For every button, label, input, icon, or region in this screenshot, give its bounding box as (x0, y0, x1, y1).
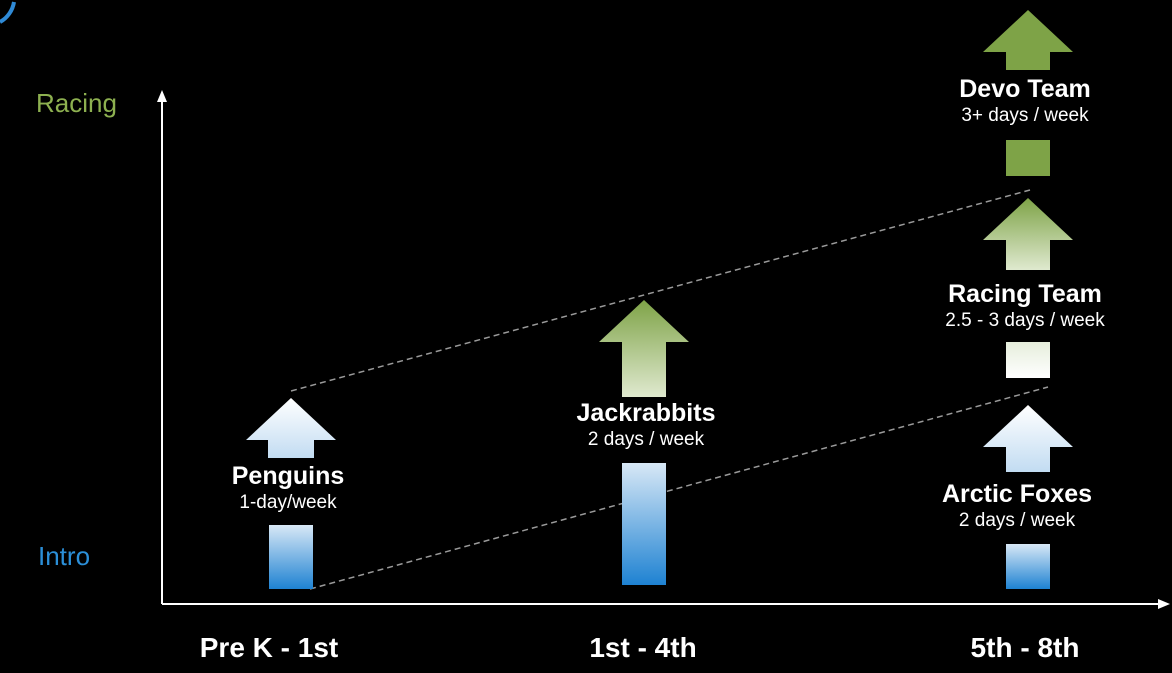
y-axis-arrowhead (157, 90, 167, 102)
group-name: Racing Team (948, 280, 1102, 308)
devo-team-bar (1006, 140, 1050, 176)
jackrabbits-arrow (599, 300, 689, 397)
arctic-foxes-bar (1006, 544, 1050, 589)
upper-guide-line (290, 189, 1031, 392)
group-arctic-foxes: Arctic Foxes 2 days / week (942, 479, 1092, 533)
x-axis-label-5th-8th: 5th - 8th (970, 632, 1080, 663)
group-frequency: 3+ days / week (961, 105, 1089, 126)
group-devo-team: Devo Team 3+ days / week (959, 74, 1091, 128)
guide-lines (290, 189, 1049, 590)
axes (157, 90, 1170, 609)
penguins-arrow (246, 398, 336, 458)
racing-team-arrow (983, 198, 1073, 270)
group-name: Arctic Foxes (941, 480, 1093, 508)
racing-team-bar (1006, 342, 1050, 378)
y-axis-top-label: Racing (36, 88, 117, 118)
group-name: Devo Team (959, 75, 1091, 103)
group-jackrabbits: Jackrabbits 2 days / week (577, 398, 716, 452)
devo-team-arrow (983, 10, 1073, 70)
group-frequency: 1-day/week (239, 492, 337, 513)
group-racing-team: Racing Team 2.5 - 3 days / week (945, 279, 1104, 333)
group-name: Penguins (231, 462, 345, 490)
group-frequency: 2 days / week (587, 429, 705, 450)
arctic-foxes-arrow (983, 405, 1073, 472)
group-penguins: Penguins 1-day/week (232, 461, 345, 515)
x-axis-label-1st-4th: 1st - 4th (589, 632, 697, 663)
y-axis-bottom-label: Intro (38, 541, 91, 571)
group-frequency: 2.5 - 3 days / week (945, 310, 1105, 331)
logo-arc (0, 1, 16, 24)
group-frequency: 2 days / week (958, 510, 1076, 531)
group-name: Jackrabbits (576, 399, 716, 427)
x-axis-arrowhead (1158, 599, 1170, 609)
jackrabbits-bar (622, 463, 666, 585)
penguins-bar (269, 525, 313, 589)
x-axis-label-prek-1st: Pre K - 1st (199, 632, 339, 663)
lower-guide-line (309, 386, 1049, 590)
